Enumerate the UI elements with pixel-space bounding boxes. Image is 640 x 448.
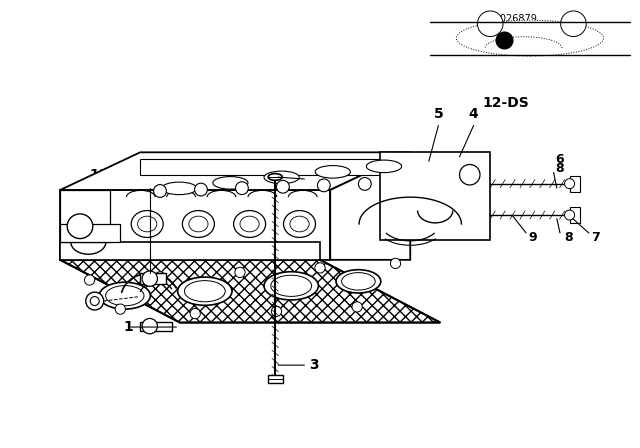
Polygon shape: [140, 273, 166, 284]
Circle shape: [352, 302, 362, 312]
Polygon shape: [60, 190, 330, 260]
Text: 2: 2: [310, 172, 319, 185]
Polygon shape: [330, 152, 410, 260]
Circle shape: [195, 183, 207, 196]
Ellipse shape: [178, 277, 232, 306]
Ellipse shape: [264, 271, 319, 300]
Polygon shape: [60, 224, 120, 242]
Circle shape: [142, 319, 157, 334]
Circle shape: [276, 181, 289, 193]
Ellipse shape: [366, 160, 402, 172]
Circle shape: [477, 11, 503, 37]
Circle shape: [561, 11, 586, 37]
Ellipse shape: [162, 182, 197, 194]
Polygon shape: [570, 207, 580, 223]
Circle shape: [315, 263, 325, 273]
Circle shape: [271, 306, 282, 316]
Circle shape: [115, 304, 125, 314]
Text: 8: 8: [556, 161, 564, 175]
Polygon shape: [268, 375, 283, 383]
Circle shape: [155, 272, 165, 282]
Circle shape: [142, 271, 157, 286]
Ellipse shape: [342, 272, 375, 290]
Text: 4: 4: [468, 107, 479, 121]
Ellipse shape: [131, 211, 163, 237]
Text: 3: 3: [308, 358, 319, 372]
Polygon shape: [380, 152, 490, 240]
Circle shape: [236, 182, 248, 194]
Text: 1: 1: [123, 320, 133, 334]
Ellipse shape: [284, 211, 316, 237]
Ellipse shape: [138, 216, 157, 232]
Text: 11: 11: [90, 168, 109, 182]
Text: C0026879: C0026879: [487, 14, 537, 24]
Ellipse shape: [234, 211, 266, 237]
Text: 8: 8: [564, 231, 573, 244]
Polygon shape: [60, 152, 410, 190]
Ellipse shape: [182, 211, 214, 237]
Circle shape: [154, 185, 166, 198]
Text: 5: 5: [433, 107, 444, 121]
Circle shape: [235, 267, 245, 277]
Polygon shape: [60, 242, 320, 260]
Circle shape: [564, 210, 575, 220]
Ellipse shape: [240, 216, 259, 232]
Circle shape: [317, 179, 330, 192]
Ellipse shape: [271, 275, 312, 297]
Ellipse shape: [456, 20, 604, 56]
Ellipse shape: [189, 216, 208, 232]
Ellipse shape: [99, 282, 150, 309]
Text: 7: 7: [591, 231, 600, 244]
Text: 6: 6: [556, 152, 564, 166]
Ellipse shape: [184, 280, 225, 302]
Ellipse shape: [268, 174, 282, 181]
Circle shape: [84, 275, 95, 285]
Circle shape: [564, 179, 575, 189]
Polygon shape: [60, 190, 110, 242]
Text: 12-DS: 12-DS: [482, 96, 529, 110]
Text: 9: 9: [528, 231, 537, 244]
Polygon shape: [140, 159, 410, 175]
Ellipse shape: [336, 270, 381, 293]
Circle shape: [90, 297, 99, 306]
Polygon shape: [570, 176, 580, 192]
Circle shape: [190, 309, 200, 319]
Text: 10: 10: [131, 168, 150, 182]
Ellipse shape: [264, 171, 300, 184]
Circle shape: [86, 292, 104, 310]
Ellipse shape: [212, 177, 248, 189]
Circle shape: [390, 258, 401, 268]
Polygon shape: [60, 260, 440, 323]
Ellipse shape: [290, 216, 309, 232]
Polygon shape: [140, 322, 172, 331]
Ellipse shape: [67, 214, 93, 238]
Ellipse shape: [315, 166, 351, 178]
Ellipse shape: [106, 286, 144, 306]
Circle shape: [358, 177, 371, 190]
Circle shape: [460, 164, 480, 185]
